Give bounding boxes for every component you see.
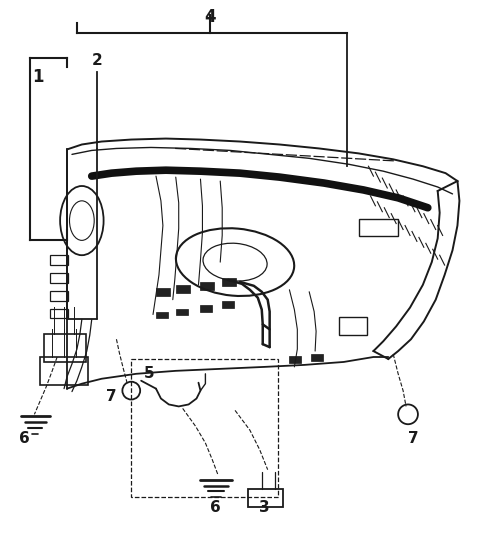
Text: 3: 3	[259, 500, 270, 515]
Bar	[40, 357, 88, 385]
Bar	[222, 278, 236, 286]
Bar	[248, 490, 283, 507]
Bar	[311, 354, 323, 361]
Bar	[44, 334, 86, 362]
Bar	[156, 288, 170, 296]
Text: 5: 5	[144, 366, 155, 381]
Bar	[359, 219, 398, 237]
Bar	[176, 285, 190, 293]
Text: 7: 7	[408, 430, 418, 446]
Text: 4: 4	[204, 8, 216, 26]
Bar	[289, 356, 301, 363]
Bar	[50, 308, 68, 318]
Bar	[201, 305, 212, 312]
Bar	[339, 318, 367, 335]
Bar	[50, 255, 68, 265]
Text: 2: 2	[91, 53, 102, 68]
Bar	[50, 291, 68, 301]
Bar	[176, 308, 188, 316]
Bar	[222, 301, 234, 307]
Bar	[131, 359, 277, 497]
Bar	[156, 312, 168, 318]
Bar	[201, 282, 214, 290]
Text: 7: 7	[106, 389, 117, 404]
Text: 6: 6	[210, 500, 221, 515]
Bar	[50, 273, 68, 283]
Text: 6: 6	[19, 430, 30, 446]
Text: 1: 1	[33, 69, 44, 86]
